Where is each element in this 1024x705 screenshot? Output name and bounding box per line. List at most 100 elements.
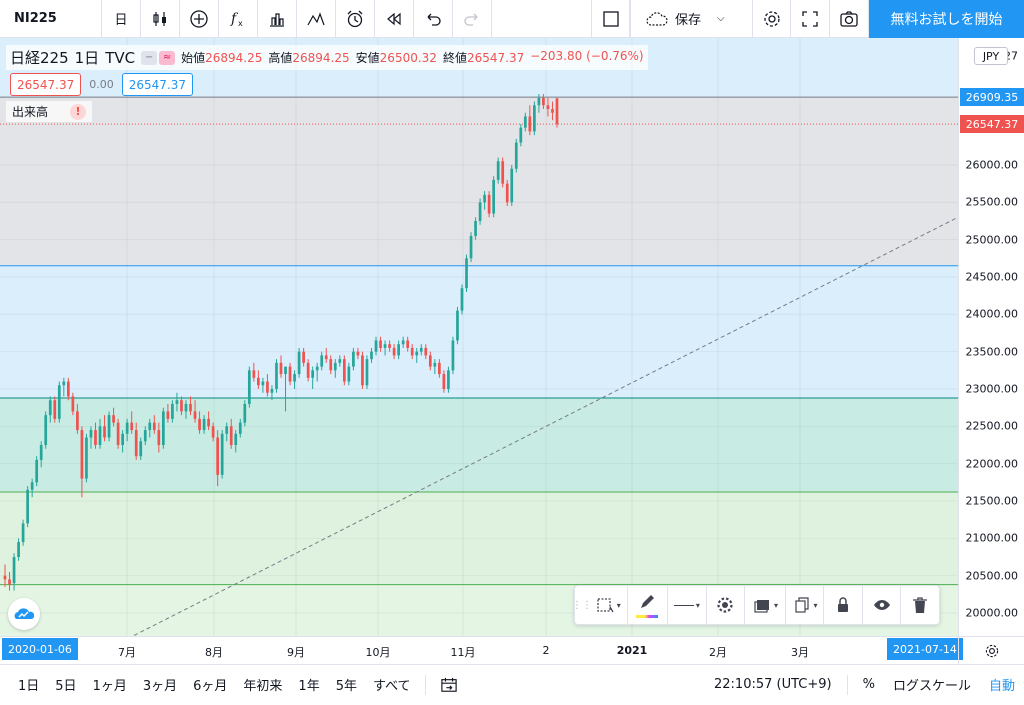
- select-area-icon[interactable]: ▾: [589, 585, 627, 625]
- candle-body: [551, 109, 554, 113]
- candle-body: [143, 430, 147, 442]
- range-button[interactable]: 1年: [298, 679, 320, 694]
- candle-body: [193, 411, 197, 419]
- candle-body: [379, 340, 382, 348]
- candle-body: [103, 426, 106, 438]
- candle-body: [180, 400, 183, 412]
- toolbar-spacer: [492, 0, 591, 38]
- chart-settings-icon[interactable]: [958, 637, 1024, 664]
- price-tick: 22500.00: [965, 419, 1019, 433]
- layers-icon[interactable]: ▾: [745, 585, 785, 625]
- fib-zone: [0, 492, 958, 585]
- range-button[interactable]: 6ヶ月: [193, 679, 228, 694]
- range-button[interactable]: 5日: [55, 679, 77, 694]
- replay-icon[interactable]: [375, 0, 414, 38]
- range-button[interactable]: 3ヶ月: [142, 679, 178, 694]
- divider: [424, 674, 426, 695]
- tradingview-logo-icon[interactable]: [8, 598, 40, 630]
- candle-body: [162, 411, 165, 445]
- approx-pill[interactable]: ≈: [159, 50, 176, 65]
- interval-button[interactable]: 日: [102, 0, 141, 38]
- candle-body: [225, 426, 229, 434]
- volume-label[interactable]: 出来高: [12, 105, 49, 119]
- time-axis[interactable]: 2020-01-06 7月 8月 9月 10月 11月 2 2021 2月 3月 2021-07…: [0, 636, 1024, 664]
- camera-icon[interactable]: [830, 0, 869, 38]
- divider: [846, 674, 848, 695]
- layout-icon[interactable]: [591, 0, 630, 38]
- drag-handle-icon[interactable]: ⋮⋮: [572, 599, 592, 611]
- candles-icon[interactable]: [141, 0, 180, 38]
- candle-body: [71, 396, 75, 412]
- compare-icon[interactable]: [297, 0, 336, 38]
- log-scale-toggle[interactable]: ログスケール: [892, 679, 971, 694]
- range-button[interactable]: 1ヶ月: [92, 679, 127, 694]
- price-axis[interactable]: 27 26000.00 25500.00 25000.00 24500.00 24000…: [958, 38, 1024, 636]
- save-button[interactable]: 保存 ⌵: [630, 0, 752, 38]
- divider: [861, 585, 863, 625]
- candle-body: [487, 194, 491, 214]
- redo-icon[interactable]: [453, 0, 492, 38]
- range-buttons: 1日 5日 1ヶ月 3ヶ月 6ヶ月 年初来 1年 5年 すべて: [10, 665, 419, 705]
- candle-body: [428, 355, 432, 367]
- close-label: 終値26547.37: [442, 51, 525, 65]
- chevron-down-icon[interactable]: ⌵: [717, 13, 725, 24]
- alert-clock-icon[interactable]: [336, 0, 375, 38]
- undo-icon[interactable]: [414, 0, 453, 38]
- candle-body: [48, 400, 52, 416]
- save-label: 保存: [675, 13, 702, 28]
- gear-icon[interactable]: [707, 585, 745, 625]
- legend-symbol-name[interactable]: 日経225: [10, 49, 69, 67]
- candle-body: [175, 400, 179, 404]
- start-trial-button[interactable]: 無料お試しを開始: [869, 0, 1024, 38]
- change-value: −203.80 (−0.76%): [530, 49, 644, 63]
- high-label: 高値26894.25: [268, 51, 350, 65]
- auto-scale-toggle[interactable]: 自動: [988, 679, 1015, 694]
- range-button[interactable]: 年初来: [243, 679, 283, 694]
- candle-body: [483, 194, 486, 203]
- bar-chart-icon[interactable]: [258, 0, 297, 38]
- candle-body: [66, 381, 70, 397]
- lock-icon[interactable]: [824, 585, 862, 625]
- buy-price-box[interactable]: 26547.37: [121, 73, 194, 96]
- candle-body: [62, 381, 66, 386]
- candle-body: [523, 116, 527, 128]
- candle-body: [121, 433, 124, 445]
- sell-price-box[interactable]: 26547.37: [10, 73, 82, 96]
- candle-body: [243, 403, 247, 423]
- goto-date-icon[interactable]: [432, 665, 466, 705]
- price-tick: 23000.00: [965, 382, 1019, 396]
- currency-button[interactable]: JPY: [974, 47, 1008, 65]
- candle-body: [424, 347, 428, 356]
- fullscreen-icon[interactable]: [791, 0, 830, 38]
- clock-timezone[interactable]: 22:10:57 (UTC+9): [714, 677, 832, 692]
- chart-pane[interactable]: [0, 38, 958, 636]
- range-button[interactable]: すべて: [372, 679, 411, 694]
- collapse-pill[interactable]: −: [141, 50, 158, 65]
- trash-icon[interactable]: [901, 585, 939, 625]
- candle-body: [293, 374, 296, 382]
- divider: [784, 585, 786, 625]
- range-button[interactable]: 1日: [18, 679, 40, 694]
- clone-icon[interactable]: ▾: [786, 585, 824, 625]
- candle-body: [397, 344, 400, 356]
- svg-text:f: f: [230, 11, 239, 27]
- settings-icon[interactable]: [752, 0, 791, 38]
- range-button[interactable]: 5年: [335, 679, 357, 694]
- symbol-search[interactable]: NI225: [0, 0, 102, 38]
- pencil-color-icon[interactable]: [628, 585, 668, 625]
- candle-body: [35, 459, 39, 483]
- divider: [823, 585, 825, 625]
- warning-icon[interactable]: !: [70, 103, 87, 120]
- eye-icon[interactable]: [863, 585, 901, 625]
- candle-body: [311, 370, 315, 378]
- candlestick-chart[interactable]: [0, 38, 958, 636]
- candle-body: [415, 351, 419, 356]
- percent-toggle[interactable]: %: [862, 677, 875, 692]
- candle-body: [302, 351, 305, 363]
- candle-body: [275, 362, 278, 389]
- candle-body: [329, 359, 333, 371]
- line-style-icon[interactable]: ▾: [668, 585, 706, 625]
- add-indicator-icon[interactable]: [180, 0, 219, 38]
- price-tick: 24500.00: [965, 270, 1019, 284]
